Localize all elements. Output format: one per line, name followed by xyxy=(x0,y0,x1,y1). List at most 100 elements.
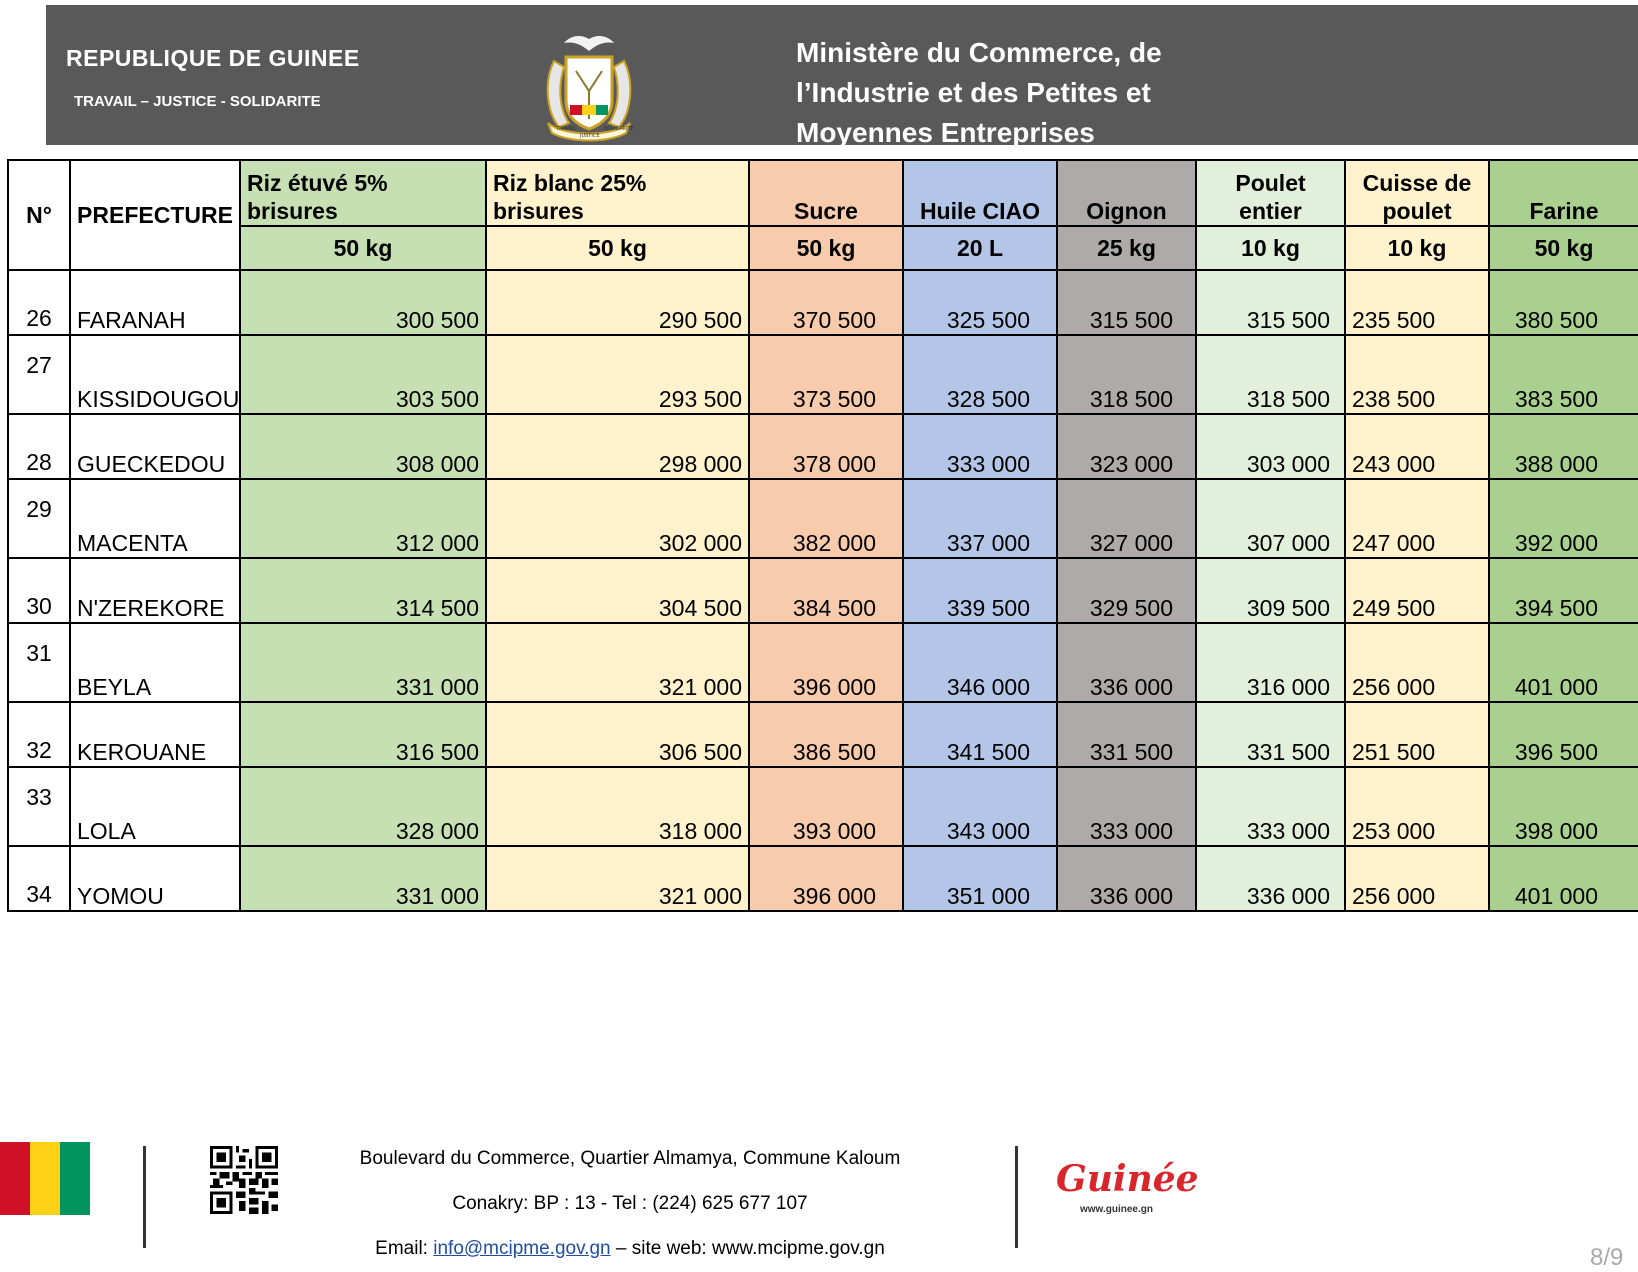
column-header-oignon: Oignon xyxy=(1056,159,1197,227)
price-huile: 328 500 xyxy=(902,334,1058,415)
column-header-riz-etuve: Riz étuvé 5% brisures xyxy=(239,159,487,227)
unit-riz-etuve: 50 kg xyxy=(239,225,487,271)
price-huile: 346 000 xyxy=(902,622,1058,703)
price-riz-blanc: 318 000 xyxy=(485,766,750,847)
price-riz-etuve: 308 000 xyxy=(239,413,487,480)
footer-site: – site web: www.mcipme.gov.gn xyxy=(610,1238,885,1259)
prefecture-name: MACENTA xyxy=(69,478,241,559)
prefecture-name: N'ZEREKORE xyxy=(69,557,241,624)
row-number: 33 xyxy=(7,766,71,847)
footer-divider-left xyxy=(143,1146,146,1248)
price-poulet-entier: 318 500 xyxy=(1195,334,1346,415)
price-sucre: 386 500 xyxy=(748,701,904,768)
row-number: 34 xyxy=(7,845,71,912)
column-header-prefecture: PREFECTURE xyxy=(69,159,241,271)
table-row: 29 MACENTA 312 000 302 000 382 000 337 0… xyxy=(7,478,1638,559)
poulet-line-1: Poulet xyxy=(1235,170,1306,196)
poulet-line-2: entier xyxy=(1239,198,1302,224)
price-oignon: 329 500 xyxy=(1056,557,1197,624)
price-riz-blanc: 298 000 xyxy=(485,413,750,480)
price-sucre: 384 500 xyxy=(748,557,904,624)
table-row: 30 N'ZEREKORE 314 500 304 500 384 500 33… xyxy=(7,557,1638,624)
table-row: 28 GUECKEDOU 308 000 298 000 378 000 333… xyxy=(7,413,1638,480)
ministry-line-1: Ministère du Commerce, de xyxy=(796,37,1162,68)
table-row: 26 FARANAH 300 500 290 500 370 500 325 5… xyxy=(7,269,1638,336)
price-sucre: 370 500 xyxy=(748,269,904,336)
unit-riz-blanc: 50 kg xyxy=(485,225,750,271)
footer-address-block: Boulevard du Commerce, Quartier Almamya,… xyxy=(300,1136,960,1271)
price-cuisse-poulet: 243 000 xyxy=(1344,413,1490,480)
ministry-line-3: Moyennes Entreprises xyxy=(796,117,1095,148)
cuisse-line-1: Cuisse de xyxy=(1362,170,1472,196)
price-cuisse-poulet: 249 500 xyxy=(1344,557,1490,624)
flag-yellow-stripe xyxy=(30,1142,60,1215)
unit-farine: 50 kg xyxy=(1488,225,1638,271)
table-row: 32 KEROUANE 316 500 306 500 386 500 341 … xyxy=(7,701,1638,768)
price-huile: 325 500 xyxy=(902,269,1058,336)
price-huile: 351 000 xyxy=(902,845,1058,912)
prefecture-name: LOLA xyxy=(69,766,241,847)
coat-of-arms-emblem: TRAVAIL JUSTICE SOLIDARITE xyxy=(546,36,634,142)
price-huile: 337 000 xyxy=(902,478,1058,559)
footer-divider-right xyxy=(1015,1146,1018,1248)
price-oignon: 331 500 xyxy=(1056,701,1197,768)
price-huile: 343 000 xyxy=(902,766,1058,847)
footer-email-link[interactable]: info@mcipme.gov.gn xyxy=(433,1238,611,1259)
row-number: 32 xyxy=(7,701,71,768)
column-header-farine: Farine xyxy=(1488,159,1638,227)
header-band: REPUBLIQUE DE GUINEE TRAVAIL – JUSTICE -… xyxy=(46,5,1638,148)
cuisse-line-2: poulet xyxy=(1382,198,1452,224)
price-farine: 394 500 xyxy=(1488,557,1638,624)
price-riz-blanc: 290 500 xyxy=(485,269,750,336)
price-cuisse-poulet: 256 000 xyxy=(1344,622,1490,703)
price-sucre: 378 000 xyxy=(748,413,904,480)
qr-code-icon[interactable] xyxy=(210,1146,278,1214)
price-sucre: 396 000 xyxy=(748,622,904,703)
footer-address: Boulevard du Commerce, Quartier Almamya,… xyxy=(359,1148,901,1169)
row-number: 26 xyxy=(7,269,71,336)
price-riz-etuve: 331 000 xyxy=(239,622,487,703)
emblem-word-3: SOLIDARITE xyxy=(604,126,634,132)
price-oignon: 318 500 xyxy=(1056,334,1197,415)
price-riz-blanc: 321 000 xyxy=(485,622,750,703)
table-row: 33 LOLA 328 000 318 000 393 000 343 000 … xyxy=(7,766,1638,847)
price-cuisse-poulet: 253 000 xyxy=(1344,766,1490,847)
price-poulet-entier: 336 000 xyxy=(1195,845,1346,912)
column-header-no: N° xyxy=(7,159,71,271)
table-row: 31 BEYLA 331 000 321 000 396 000 346 000… xyxy=(7,622,1638,703)
price-farine: 398 000 xyxy=(1488,766,1638,847)
price-sucre: 396 000 xyxy=(748,845,904,912)
price-sucre: 373 500 xyxy=(748,334,904,415)
price-poulet-entier: 315 500 xyxy=(1195,269,1346,336)
column-header-riz-blanc: Riz blanc 25% brisures xyxy=(485,159,750,227)
price-poulet-entier: 309 500 xyxy=(1195,557,1346,624)
price-poulet-entier: 333 000 xyxy=(1195,766,1346,847)
guinee-logo: Guinée www.guinee.gn xyxy=(1056,1152,1199,1222)
guinea-flag xyxy=(0,1142,90,1215)
footer-email-label: Email: xyxy=(375,1238,434,1259)
column-header-cuisse-poulet: Cuisse de poulet xyxy=(1344,159,1490,227)
price-oignon: 315 500 xyxy=(1056,269,1197,336)
price-farine: 380 500 xyxy=(1488,269,1638,336)
price-riz-blanc: 306 500 xyxy=(485,701,750,768)
price-riz-etuve: 300 500 xyxy=(239,269,487,336)
logo-url: www.guinee.gn xyxy=(1080,1204,1153,1215)
row-number: 28 xyxy=(7,413,71,480)
flag-green-stripe xyxy=(60,1142,90,1215)
price-oignon: 336 000 xyxy=(1056,845,1197,912)
row-number: 31 xyxy=(7,622,71,703)
price-cuisse-poulet: 235 500 xyxy=(1344,269,1490,336)
unit-sucre: 50 kg xyxy=(748,225,904,271)
price-oignon: 323 000 xyxy=(1056,413,1197,480)
column-header-sucre: Sucre xyxy=(748,159,904,227)
price-riz-etuve: 328 000 xyxy=(239,766,487,847)
price-riz-etuve: 303 500 xyxy=(239,334,487,415)
price-cuisse-poulet: 247 000 xyxy=(1344,478,1490,559)
price-poulet-entier: 331 500 xyxy=(1195,701,1346,768)
row-number: 30 xyxy=(7,557,71,624)
emblem-word-2: JUSTICE xyxy=(579,133,600,139)
price-poulet-entier: 316 000 xyxy=(1195,622,1346,703)
column-header-poulet-entier: Poulet entier xyxy=(1195,159,1346,227)
price-oignon: 333 000 xyxy=(1056,766,1197,847)
prefecture-name: YOMOU xyxy=(69,845,241,912)
